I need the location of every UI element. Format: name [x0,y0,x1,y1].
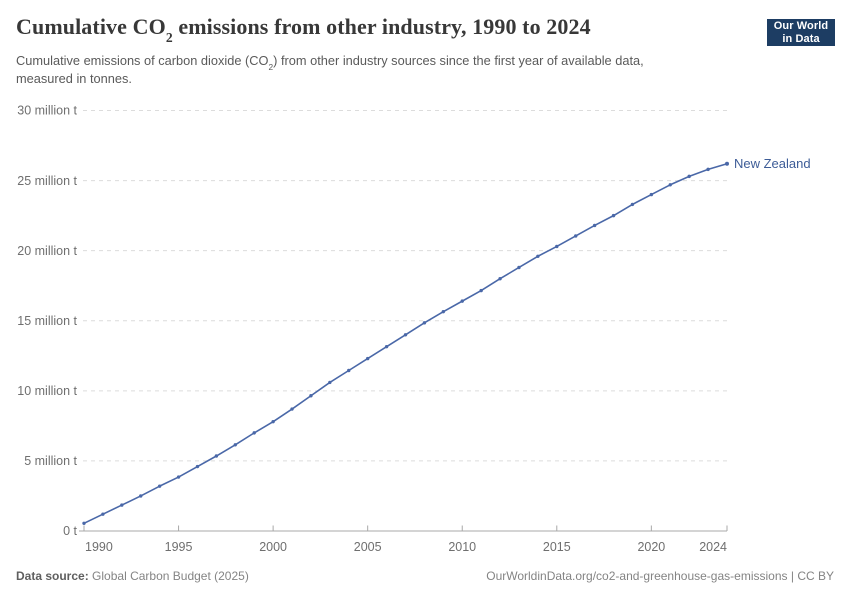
data-point [441,309,446,314]
y-axis-tick-label: 15 million t [17,314,77,328]
series-line [83,162,728,525]
subtitle-line1: Cumulative emissions of carbon dioxide (… [16,53,269,68]
y-axis-tick-label: 20 million t [17,244,77,258]
data-point [536,254,540,258]
owid-logo-line2: in Data [782,32,820,45]
data-point [176,475,181,479]
data-point [384,344,389,349]
data-point [555,244,559,249]
data-point [725,161,729,166]
data-point [611,213,616,218]
data-point [195,464,200,469]
x-axis-tick-label: 2020 [637,540,665,554]
x-axis-tick-label: 1990 [85,540,113,554]
x-axis-tick-label: 2005 [354,540,382,554]
series-entity-label[interactable]: New Zealand [734,156,811,171]
data-point [139,494,143,498]
data-point [233,443,237,447]
footer-links: OurWorldinData.org/co2-and-greenhouse-ga… [486,569,834,583]
canonical-url-link[interactable]: OurWorldinData.org/co2-and-greenhouse-ga… [486,569,788,583]
y-axis-tick-label: 25 million t [17,174,77,188]
data-point [460,299,464,303]
data-point [574,234,578,238]
chart-footer: Data source: Global Carbon Budget (2025)… [16,569,834,583]
data-point [668,183,672,187]
chart-title: Cumulative CO2 emissions from other indu… [16,14,756,44]
chart-title-range: emissions from other industry, 1990 to 2… [172,14,591,39]
data-point [214,454,219,458]
chart-title-text: Cumulative CO [16,14,166,39]
data-point [290,407,294,411]
data-point [347,368,351,373]
data-point [120,503,124,507]
data-point [687,174,691,179]
chart-subtitle: Cumulative emissions of carbon dioxide (… [16,52,776,88]
data-point [479,288,483,293]
owid-logo-line1: Our World [773,20,829,32]
data-source[interactable]: Data source: Global Carbon Budget (2025) [16,569,249,583]
data-point [517,265,521,270]
subtitle-line2: measured in tonnes. [16,71,132,86]
owid-logo-box: Our World in Data [767,19,835,46]
co2-subscript: 2 [165,29,173,45]
y-axis-tick-label: 0 t [63,524,77,538]
data-point [82,521,86,525]
data-source-label: Data source: [16,569,89,583]
data-source-value[interactable]: Global Carbon Budget (2025) [92,569,249,583]
footer-divider: | [790,569,794,583]
y-axis-tick-label: 5 million t [24,454,77,468]
data-point [649,192,654,197]
y-axis-tick-label: 10 million t [17,384,77,398]
data-point [271,419,275,424]
data-point [328,380,332,385]
x-axis-tick-label: 2024 [699,540,727,554]
data-point [630,202,635,207]
data-point [157,484,162,488]
x-axis-tick-label: 2015 [543,540,571,554]
data-point [309,394,313,398]
data-point [252,431,256,435]
x-axis-tick-label: 2010 [448,540,476,554]
data-point [422,321,427,325]
data-point [592,223,597,228]
data-point [403,333,408,337]
owid-logo[interactable]: Our World in Data [767,19,835,50]
license-cc-by-link[interactable]: CC BY [797,569,834,583]
data-point [498,277,502,281]
x-axis-tick-label: 1995 [165,540,193,554]
data-point [101,512,105,516]
data-point [706,167,710,172]
subtitle-line1-rest: ) from other industry sources since the … [273,53,644,68]
subtitle-co2-subscript: 2 [268,62,274,73]
x-axis-tick-label: 2000 [259,540,287,554]
y-axis-tick-label: 30 million t [17,104,77,118]
data-point [365,356,370,361]
